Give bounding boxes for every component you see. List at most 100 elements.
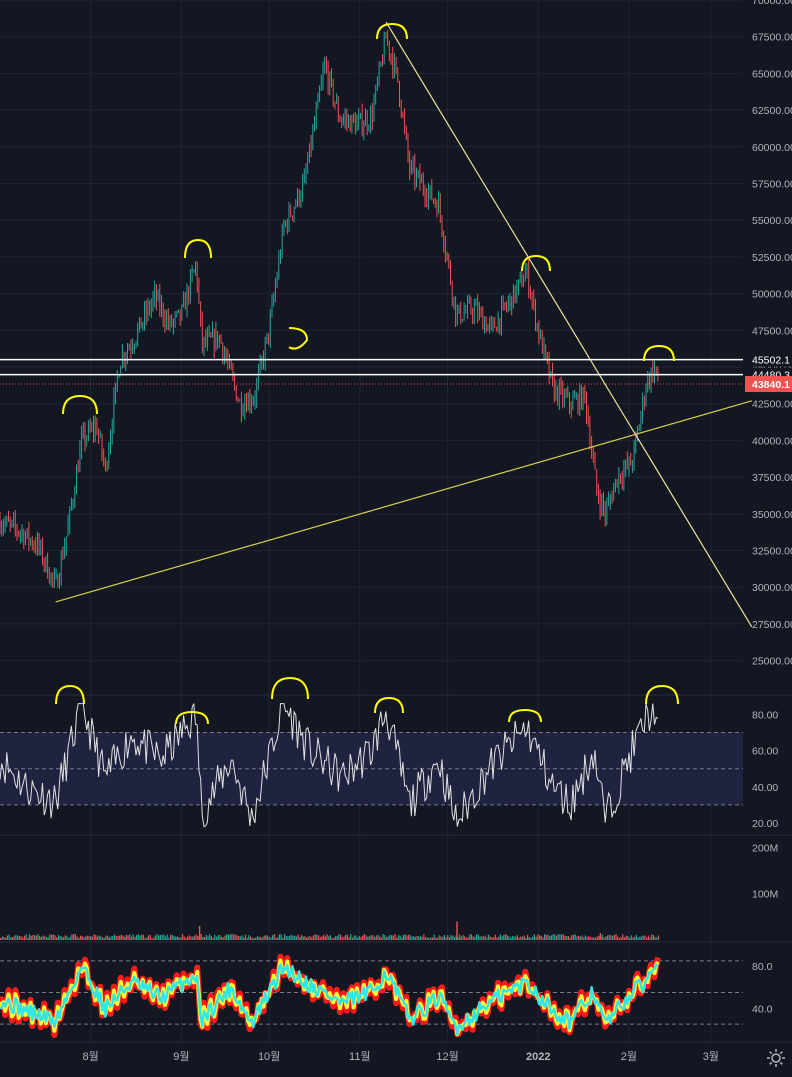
volume-bar xyxy=(654,936,656,940)
volume-bar xyxy=(190,936,192,940)
volume-bar xyxy=(555,935,558,940)
volume-bar xyxy=(625,935,627,940)
volume-bar xyxy=(389,934,391,940)
volume-bar xyxy=(117,935,119,940)
volume-spike xyxy=(599,933,602,940)
volume-bar xyxy=(401,937,403,940)
volume-bar xyxy=(151,937,153,940)
volume-bar xyxy=(153,937,155,940)
volume-bar xyxy=(411,936,413,940)
time-tick-label: 9월 xyxy=(173,1050,189,1063)
price-tick-label: 30000.00 xyxy=(752,582,792,594)
volume-bar xyxy=(110,936,112,940)
volume-bar xyxy=(341,937,343,940)
volume-bar xyxy=(382,934,384,940)
time-tick-label: 10월 xyxy=(258,1050,280,1063)
volume-bar xyxy=(557,934,559,940)
volume-bar xyxy=(261,937,263,940)
price-tick-label: 70000.00 xyxy=(752,0,792,7)
volume-bar xyxy=(44,936,46,940)
volume-bar xyxy=(146,937,148,940)
price-tick-label: 35000.00 xyxy=(752,509,792,521)
volume-bar xyxy=(236,935,238,940)
volume-bar xyxy=(484,935,486,940)
volume-bar xyxy=(95,934,97,940)
volume-bar xyxy=(215,936,218,940)
volume-bar xyxy=(39,935,41,940)
volume-bar xyxy=(62,937,65,940)
volume-bar xyxy=(506,935,508,940)
volume-bar xyxy=(139,935,141,940)
volume-pane: 200M 100M xyxy=(0,842,778,940)
volume-bar xyxy=(416,936,418,940)
volume-bar xyxy=(372,935,374,940)
volume-bar xyxy=(329,934,331,940)
volume-bar xyxy=(297,934,299,940)
volume-bar xyxy=(295,936,297,940)
volume-bar xyxy=(501,936,503,940)
volume-bar xyxy=(299,937,301,940)
time-tick-label: 12월 xyxy=(436,1050,458,1063)
settings-gear-icon[interactable] xyxy=(766,1048,786,1068)
volume-bar xyxy=(419,936,422,940)
volume-bar xyxy=(311,937,313,940)
volume-bar xyxy=(353,935,355,940)
volume-bar xyxy=(561,934,563,940)
volume-bar xyxy=(532,936,534,940)
volume-bar xyxy=(249,936,252,940)
volume-bar xyxy=(56,937,58,940)
price-tick-label: 57500.00 xyxy=(752,179,792,191)
volume-bar xyxy=(83,937,85,940)
volume-bar xyxy=(90,936,92,940)
volume-bar xyxy=(462,935,464,940)
volume-bar xyxy=(397,935,399,940)
volume-bar xyxy=(362,935,364,940)
volume-bar xyxy=(304,936,306,940)
volume-bar xyxy=(547,934,549,940)
volume-bar xyxy=(161,934,163,940)
volume-bar xyxy=(576,936,578,940)
volume-bar xyxy=(493,937,495,940)
volume-bar xyxy=(343,936,345,940)
volume-bar xyxy=(302,936,304,940)
volume-bar xyxy=(368,936,371,940)
volume-bar xyxy=(542,937,544,940)
volume-bar xyxy=(425,937,427,940)
volume-bar xyxy=(348,937,350,940)
volume-bar xyxy=(459,934,461,940)
volume-tick-label: 200M xyxy=(752,842,778,854)
volume-bar xyxy=(71,934,73,940)
price-tick-label: 27500.00 xyxy=(752,619,792,631)
volume-bar xyxy=(443,934,445,940)
volume-bar xyxy=(340,934,342,940)
volume-bar xyxy=(617,936,619,940)
volume-bar xyxy=(224,935,226,940)
volume-bar xyxy=(351,937,354,940)
volume-bar xyxy=(282,937,284,940)
volume-bar xyxy=(61,936,63,940)
volume-bar xyxy=(535,936,537,940)
volume-bar xyxy=(603,937,605,940)
volume-bar xyxy=(651,934,653,940)
volume-bar xyxy=(453,937,456,940)
oscillator-pane: 80.0 40.0 xyxy=(0,953,773,1038)
price-tick-label: 55000.00 xyxy=(752,215,792,227)
volume-bar xyxy=(255,937,257,940)
volume-bar xyxy=(367,936,369,940)
rsi-tick-label: 60.00 xyxy=(752,746,778,758)
volume-bar xyxy=(316,934,318,940)
volume-bar xyxy=(408,934,410,940)
annotation-arc xyxy=(288,327,309,350)
volume-bar xyxy=(491,936,493,940)
volume-bar xyxy=(481,936,483,940)
volume-bar xyxy=(141,934,143,940)
volume-bar xyxy=(270,937,272,940)
volume-bar xyxy=(57,934,59,940)
resistance-trendline xyxy=(385,21,753,628)
volume-bar xyxy=(652,934,654,940)
volume-bar xyxy=(333,937,335,940)
volume-bar xyxy=(423,934,425,940)
annotation-arc xyxy=(643,344,675,362)
volume-bar xyxy=(166,934,168,940)
